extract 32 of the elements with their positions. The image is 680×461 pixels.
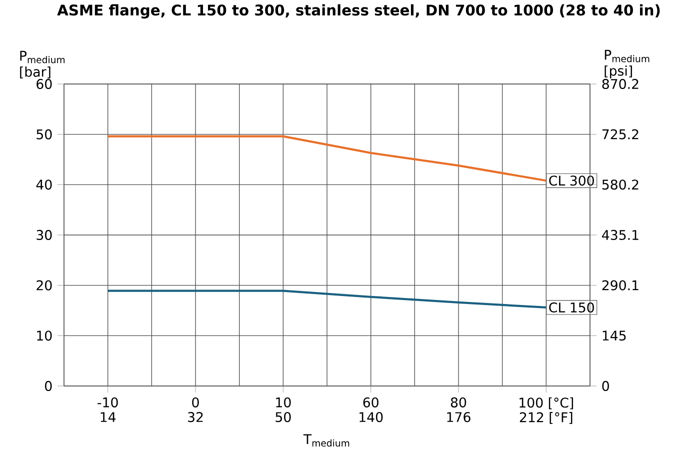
- text: 176: [447, 412, 470, 422]
- text: 14: [100, 412, 116, 422]
- x-tick-label: -10: [98, 397, 118, 408]
- series-label: CL 150: [549, 302, 594, 313]
- text: 212 [°F]: [520, 412, 572, 424]
- y-tick-label: 0: [45, 380, 52, 392]
- x-tick-label: 0: [192, 397, 199, 408]
- y-tick-label: 20: [36, 280, 52, 290]
- y2-tick-label: 725.2: [602, 129, 638, 140]
- y2-tick-label: 870.2: [602, 78, 638, 90]
- series-label: CL 300: [549, 176, 594, 186]
- text: 32: [188, 412, 203, 422]
- text: 140: [360, 412, 383, 422]
- y-tick-label: 40: [36, 180, 52, 190]
- y2-tick-label: 145: [602, 330, 626, 341]
- y2-tick-label: 0: [602, 380, 609, 392]
- x-tick-label: 60: [363, 397, 378, 408]
- y-tick-label: 50: [36, 129, 52, 140]
- x-tick-label: 10: [276, 397, 291, 408]
- y-tick-label: 30: [36, 230, 52, 240]
- y-tick-label: 60: [36, 78, 52, 90]
- y2-tick-label: 580.2: [602, 180, 638, 190]
- y2-tick-label: 290.1: [602, 280, 638, 290]
- x-tick-label: 100 [°C]: [520, 397, 574, 410]
- x-tick-label: 80: [450, 397, 466, 408]
- y-axis-title: P$_{medium}$ [bar]: [20, 50, 65, 78]
- y2-axis-title: P$_{medium}$ [psi]: [604, 50, 650, 78]
- chart-title: ASME flange, CL 150 to 300, stainless steel, DN 700 to 1000 (28 to 40 in): [57, 4, 660, 19]
- y-tick-label: 10: [37, 330, 52, 341]
- x-axis-title: T$_{medium}$: [303, 434, 350, 447]
- text: 50: [276, 412, 291, 422]
- y2-tick-label: 435.1: [602, 230, 638, 240]
